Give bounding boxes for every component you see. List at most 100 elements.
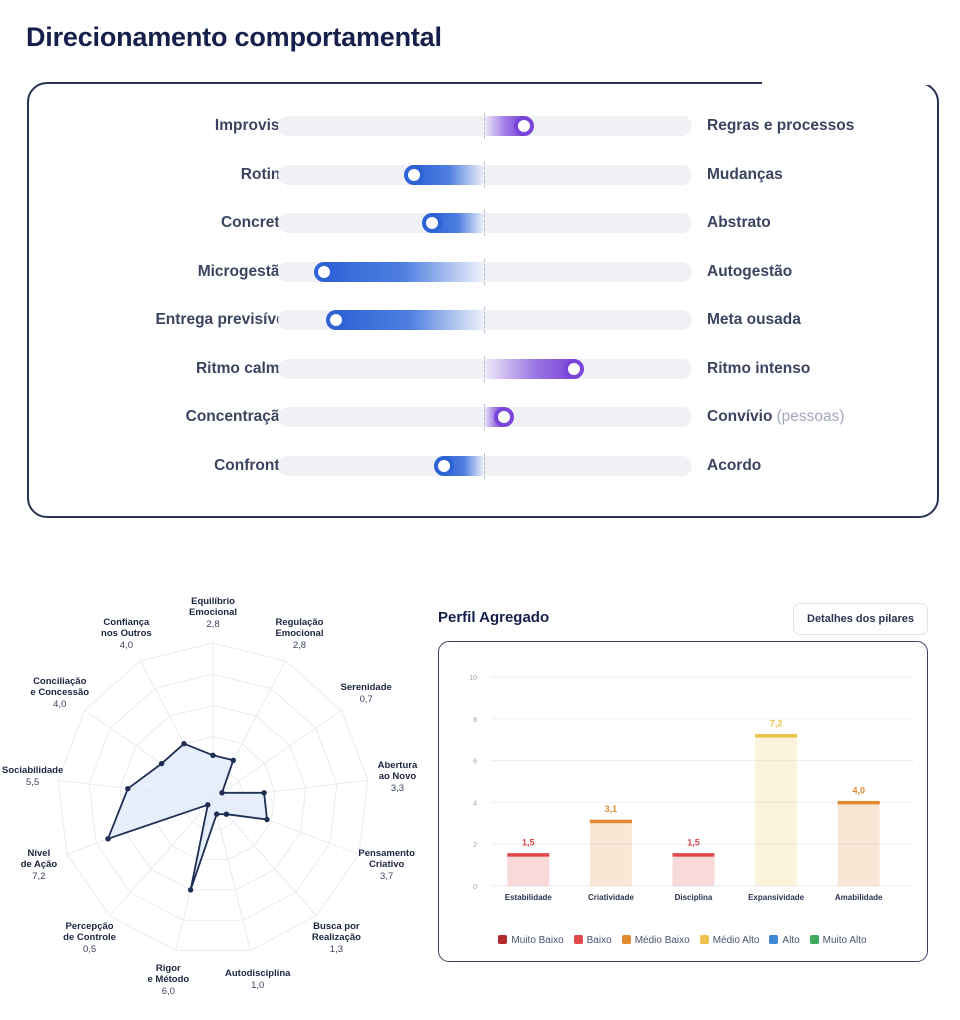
radar-axis-label: Equilíbrio Emocional 2,8: [189, 596, 237, 630]
radar-axis-value: 2,8: [292, 640, 307, 652]
scale-knob[interactable]: [404, 164, 424, 185]
scale-center-line: [484, 161, 485, 188]
radar-axis-name: de Ação: [20, 858, 58, 870]
radar-data-point: [125, 786, 131, 792]
radar-axis-label: Abertura ao Novo 3,3: [378, 760, 418, 794]
legend-label: Baixo: [586, 935, 612, 946]
radar-data-point: [261, 790, 267, 796]
radar-axis-name: Busca por: [313, 921, 360, 933]
bar-value-label: 1,5: [687, 838, 700, 848]
scale-fill: [324, 261, 484, 282]
bar-category-label: Estabilidade: [505, 893, 553, 902]
scale-track: [278, 307, 692, 333]
radar-grid-ring: [88, 673, 338, 921]
bar-category-label: Disciplina: [675, 893, 713, 902]
pillar-details-button[interactable]: Detalhes dos pilares: [793, 603, 928, 635]
radar-axis-label: Pensamento Criativo 3,7: [358, 848, 415, 882]
bar-value-label: 4,0: [852, 785, 865, 795]
radar-axis-name: Abertura: [377, 759, 418, 771]
scale-track: [278, 404, 692, 430]
scale-knob[interactable]: [564, 358, 584, 379]
legend-swatch: [573, 935, 583, 944]
scale-knob[interactable]: [494, 407, 514, 427]
bar-value-label: 1,5: [522, 838, 535, 848]
scale-center-line: [484, 210, 485, 236]
scale-knob[interactable]: [514, 116, 534, 136]
legend-item: Alto: [769, 935, 800, 946]
bar-value-marker: [672, 853, 715, 857]
radar-data-point: [264, 816, 270, 823]
radar-axis-value: 1,0: [251, 980, 265, 992]
scale-track: [278, 113, 692, 139]
radar-axis-line: [212, 709, 342, 800]
scale-right-label: Convívio (pessoas): [707, 402, 845, 432]
scale-right-label-text: Acordo: [707, 456, 762, 474]
aggregate-profile-chart-card: 0 2 4 6 8 10 1,5 Estabilidade 3,1 Criatividade 1,5…: [438, 641, 928, 962]
bar-value-marker: [755, 734, 798, 738]
legend-swatch: [699, 935, 709, 944]
scale-right-label-text: Regras e processos: [707, 117, 855, 134]
legend-swatch: [498, 935, 508, 944]
radar-data-point: [223, 811, 230, 817]
bar-value-marker: [589, 819, 632, 824]
radar-series-area: [107, 742, 268, 891]
scale-center-line: [484, 452, 485, 479]
scale-right-label: Autogestão: [707, 257, 792, 287]
radar-axis-name: Autodisciplina: [225, 968, 291, 980]
radar-axis-line: [212, 798, 317, 917]
radar-axis-label: Conciliação e Concessão 4,0: [30, 676, 89, 710]
radar-axis-name: Equilíbrio: [191, 596, 235, 607]
scale-right-sublabel: (pessoas): [776, 408, 845, 425]
radar-axis-value: 4,0: [119, 640, 133, 652]
scale-left-label: Concreto: [220, 214, 289, 231]
radar-grid-ring: [57, 642, 369, 951]
bar-y-tick-label: 10: [469, 675, 477, 682]
scale-knob[interactable]: [422, 213, 442, 233]
bar: [672, 854, 715, 886]
scale-fill: [444, 455, 484, 476]
scale-row: Entrega previsível Meta ousada: [29, 305, 941, 335]
legend-item: Baixo: [573, 935, 612, 946]
bar: [507, 854, 550, 886]
radar-grid-ring: [119, 704, 307, 891]
radar-axis-line: [109, 798, 214, 917]
legend-label: Muito Alto: [822, 935, 867, 946]
legend-item: Muito Baixo: [498, 935, 564, 946]
scale-right-label-text: Meta ousada: [707, 311, 801, 328]
radar-axis-label: Percepção de Controle 0,5: [63, 921, 116, 955]
bar-y-tick-label: 6: [473, 759, 477, 766]
scale-fill: [432, 213, 484, 233]
radar-axis-label: Autodisciplina 1,0: [225, 968, 290, 991]
scale-right-label: Acordo: [707, 451, 761, 481]
scale-right-label-text: Autogestão: [707, 262, 793, 280]
radar-axis-name: Regulação: [275, 617, 324, 629]
scale-row: Confronto Acordo: [29, 451, 941, 481]
scale-knob[interactable]: [326, 310, 346, 330]
bar-value-label: 7,2: [770, 719, 783, 729]
radar-axis-label: Sociabilidade 5,5: [2, 765, 63, 788]
scale-right-label: Meta ousada: [707, 305, 801, 335]
aggregate-bar-chart: 0 2 4 6 8 10 1,5 Estabilidade 3,1 Criatividade 1,5…: [469, 675, 914, 902]
radar-axis-name: ao Novo: [378, 770, 417, 782]
scale-left-label: Entrega previsível: [155, 311, 289, 328]
radar-axis-name: nos Outros: [101, 628, 152, 640]
bar: [755, 735, 798, 886]
scale-knob[interactable]: [314, 261, 334, 282]
legend-swatch: [621, 935, 631, 944]
scale-knob[interactable]: [434, 455, 454, 476]
legend-swatch: [809, 935, 819, 944]
radar-axis-value: 0,7: [359, 693, 373, 705]
radar-axis-label: Busca por Realização 1,3: [312, 921, 361, 955]
radar-axis-name: e Concessão: [30, 687, 90, 699]
scale-right-label: Ritmo intenso: [707, 354, 810, 384]
scale-center-line: [484, 113, 485, 139]
scale-row: Rotina Mudanças: [29, 160, 941, 190]
radar-axis-value: 6,0: [161, 985, 175, 997]
scale-right-label: Mudanças: [707, 160, 783, 190]
radar-axis-label: Regulação Emocional 2,8: [275, 617, 323, 651]
radar-data-point: [230, 757, 236, 763]
scale-left-label: Microgestão: [197, 262, 289, 280]
legend-label: Alto: [782, 935, 800, 946]
radar-axis-value: 2,8: [206, 619, 220, 630]
bar-value-label: 3,1: [605, 804, 618, 814]
